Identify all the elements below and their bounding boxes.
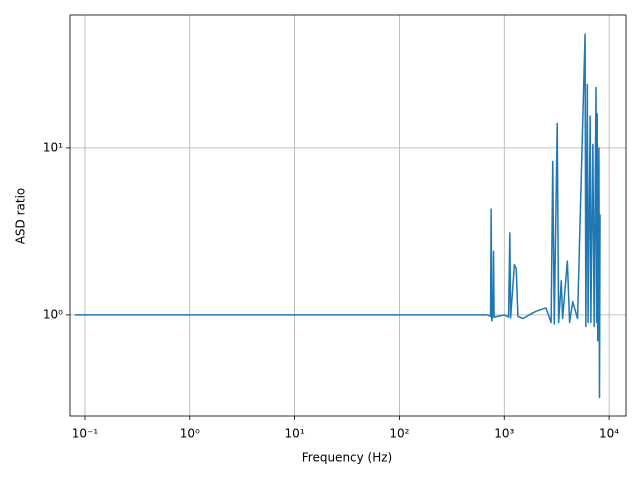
x-axis-label: Frequency (Hz) bbox=[302, 451, 393, 465]
y-tick-label: 10⁰ bbox=[43, 307, 63, 321]
x-tick-label: 10¹ bbox=[285, 427, 305, 441]
data-line bbox=[74, 33, 601, 399]
y-tick-label: 10¹ bbox=[43, 140, 63, 154]
plot-frame bbox=[69, 14, 627, 417]
x-tick-label: 10⁰ bbox=[180, 427, 200, 441]
x-tick-label: 10⁻¹ bbox=[72, 427, 99, 441]
x-tick-label: 10⁴ bbox=[599, 427, 619, 441]
x-tick-label: 10³ bbox=[494, 427, 514, 441]
x-tick-label: 10² bbox=[389, 427, 409, 441]
y-axis-label: ASD ratio bbox=[14, 188, 28, 245]
